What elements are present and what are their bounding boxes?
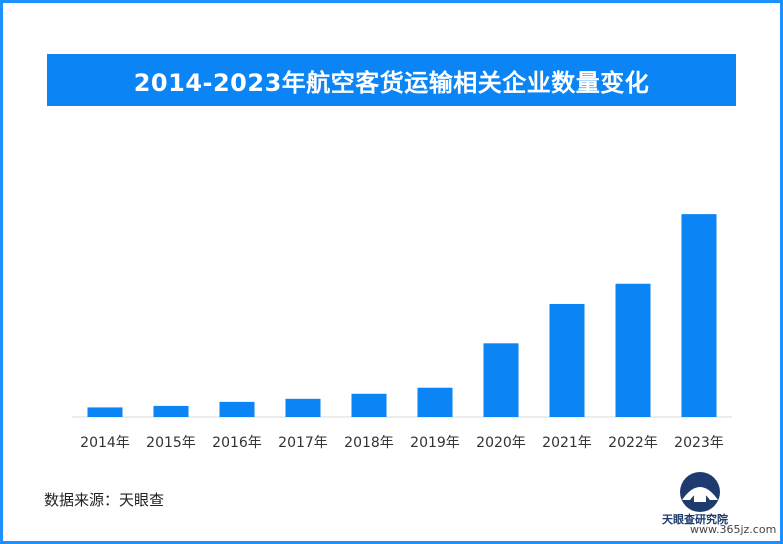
- bar-2015年: [153, 405, 189, 417]
- x-tick-label: 2014年: [80, 435, 130, 451]
- bar-2020年: [483, 343, 519, 417]
- logo-text: 天眼查研究院: [662, 513, 728, 526]
- x-tick-label: 2019年: [410, 435, 460, 451]
- bar-2017年: [285, 398, 321, 417]
- bar-2022年: [615, 283, 651, 417]
- x-tick-label: 2020年: [476, 435, 526, 451]
- tianyancha-logo-icon: [680, 472, 720, 512]
- bar-2014年: [87, 407, 123, 417]
- x-tick-label: 2015年: [146, 435, 196, 451]
- x-tick-label: 2022年: [608, 435, 658, 451]
- bar-2016年: [219, 401, 255, 417]
- chart-title: 2014-2023年航空客货运输相关企业数量变化: [133, 68, 650, 97]
- x-tick-label: 2023年: [674, 435, 724, 451]
- x-tick-label: 2018年: [344, 435, 394, 451]
- watermark: www.365jz.com: [690, 523, 777, 536]
- chart-title-bar: 2014-2023年航空客货运输相关企业数量变化: [47, 54, 736, 106]
- bar-2019年: [417, 387, 453, 417]
- bar-2021年: [549, 303, 585, 417]
- x-tick-label: 2017年: [278, 435, 328, 451]
- data-source: 数据来源：天眼查: [44, 491, 165, 509]
- bars-group: [87, 214, 717, 417]
- x-tick-label: 2021年: [542, 435, 592, 451]
- x-tick-label: 2016年: [212, 435, 262, 451]
- bar-2018年: [351, 393, 387, 417]
- x-tick-labels: 2014年 2015年 2016年 2017年 2018年 2019年 2020年 2021年…: [80, 435, 724, 451]
- bar-2023年: [681, 214, 717, 417]
